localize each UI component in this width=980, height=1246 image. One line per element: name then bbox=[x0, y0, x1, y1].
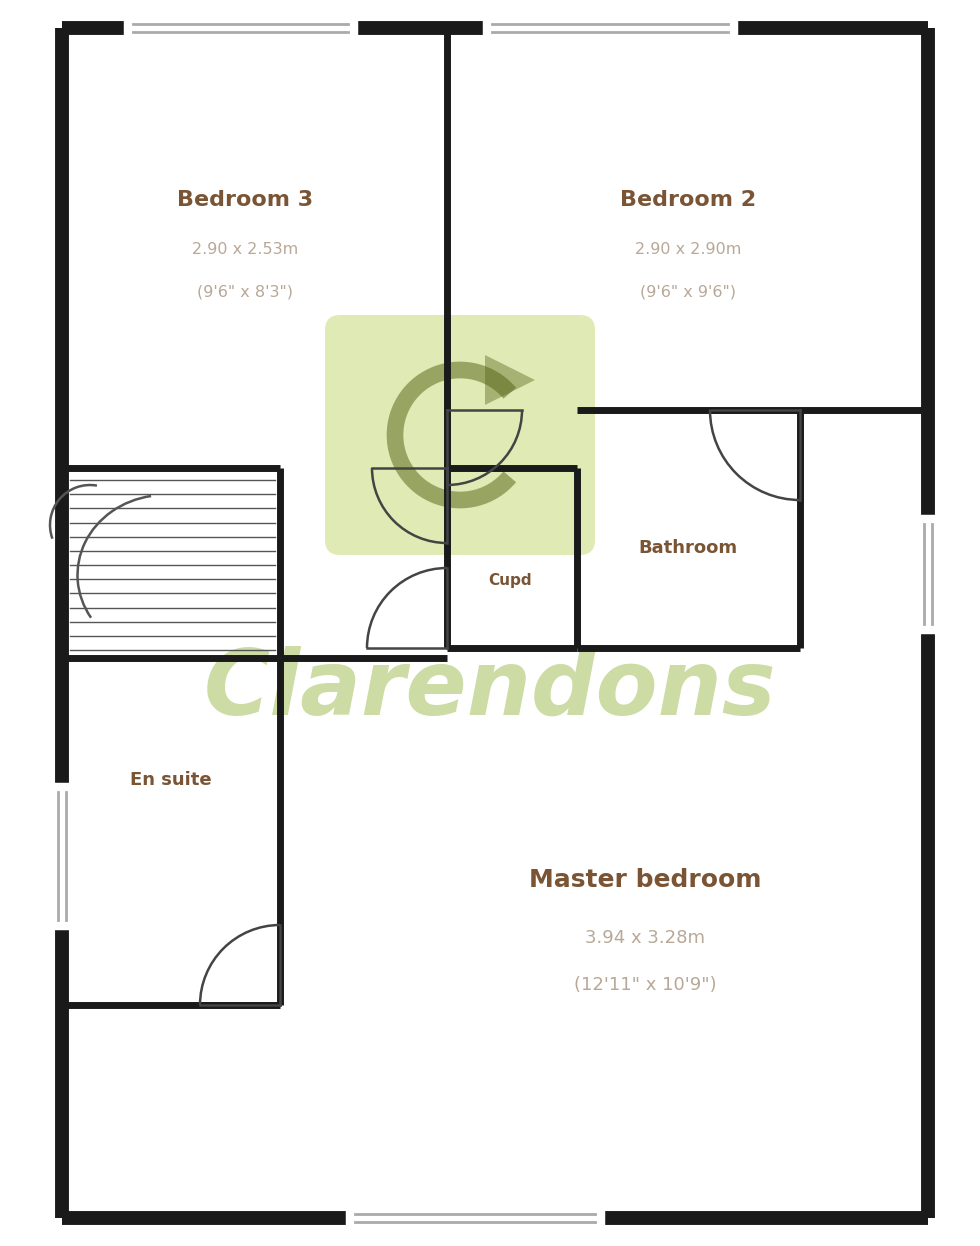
Text: En suite: En suite bbox=[130, 771, 212, 789]
Text: 2.90 x 2.90m: 2.90 x 2.90m bbox=[635, 243, 741, 258]
Text: Master bedroom: Master bedroom bbox=[529, 868, 761, 892]
Text: 2.90 x 2.53m: 2.90 x 2.53m bbox=[192, 243, 298, 258]
Polygon shape bbox=[485, 355, 535, 405]
Text: Clarendons: Clarendons bbox=[204, 645, 776, 734]
Text: Cupd: Cupd bbox=[488, 572, 532, 588]
Text: Bathroom: Bathroom bbox=[638, 540, 738, 557]
Text: 3.94 x 3.28m: 3.94 x 3.28m bbox=[585, 930, 705, 947]
Text: (9'6" x 9'6"): (9'6" x 9'6") bbox=[640, 284, 736, 299]
Text: Bedroom 3: Bedroom 3 bbox=[177, 189, 313, 211]
FancyBboxPatch shape bbox=[325, 315, 595, 554]
Text: (12'11" x 10'9"): (12'11" x 10'9") bbox=[573, 976, 716, 994]
Text: Bedroom 2: Bedroom 2 bbox=[620, 189, 756, 211]
Text: (9'6" x 8'3"): (9'6" x 8'3") bbox=[197, 284, 293, 299]
